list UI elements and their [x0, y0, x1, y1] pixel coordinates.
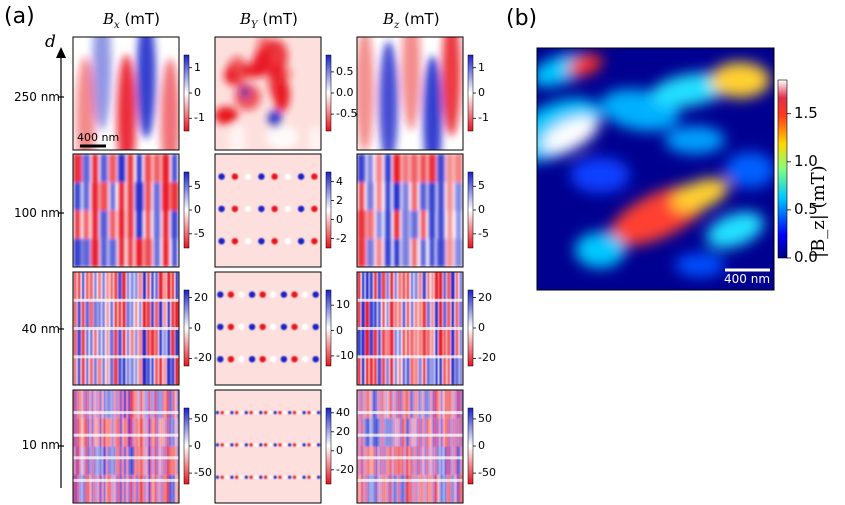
- field-map: [357, 390, 463, 503]
- bz-magnitude-map: [537, 48, 774, 290]
- colorbar: [325, 54, 332, 132]
- column-title-subscript: z: [394, 20, 400, 31]
- colorbar-b-tick-label: 1.0: [794, 151, 818, 170]
- colorbar-tick-label: 20: [478, 290, 492, 304]
- colorbar-tick-label: 0: [478, 86, 485, 99]
- colorbar-tick-label: -50: [194, 466, 212, 480]
- colorbar: [325, 289, 332, 367]
- colorbar-tick-label: 0: [478, 439, 485, 452]
- d-axis-arrow: [56, 47, 66, 58]
- colorbar-tick-label: 0.0: [336, 86, 354, 99]
- colorbar-tick-label: 10: [336, 298, 350, 312]
- field-map: [357, 154, 463, 267]
- colorbar-tick-label: 5: [478, 179, 485, 193]
- column-title-subscript: Y: [251, 20, 258, 31]
- colorbar-tick-label: -1: [478, 111, 489, 125]
- column-title-bz: Bz (mT): [383, 10, 440, 31]
- panel-b-label: (b): [506, 6, 538, 31]
- row-label: 100 nm: [13, 206, 60, 220]
- colorbar: [183, 171, 190, 249]
- column-title-by: BY (mT): [240, 10, 298, 31]
- colorbar-tick-label: 1: [478, 60, 485, 74]
- column-title-subscript: x: [114, 20, 120, 31]
- colorbar-tick-label: 0: [336, 212, 343, 226]
- colorbar-tick-label: 0: [194, 203, 201, 216]
- colorbar-tick-label: 4: [336, 174, 343, 188]
- scalebar-label-b: 400 nm: [724, 272, 771, 286]
- field-map: [73, 154, 179, 267]
- field-map: [73, 37, 179, 150]
- colorbar-tick-label: 0: [336, 323, 343, 337]
- field-map: [357, 37, 463, 150]
- row-label: 40 nm: [21, 322, 60, 336]
- panel-a-label: (a): [4, 4, 35, 29]
- colorbar-b-tick-label: 0.0: [794, 248, 818, 266]
- colorbar: [467, 54, 474, 132]
- column-title-unit: (mT): [124, 10, 160, 28]
- colorbar: [467, 289, 474, 367]
- colorbar-tick-label: 1: [194, 60, 201, 74]
- column-title-unit: (mT): [404, 10, 440, 28]
- colorbar-tick-label: 20: [194, 290, 208, 304]
- colorbar-tick-label: -50: [478, 466, 496, 480]
- colorbar-tick-label: -1: [194, 111, 205, 125]
- field-map: [215, 37, 321, 150]
- colorbar-b: [777, 79, 788, 259]
- row-label: 250 nm: [13, 90, 60, 104]
- column-title-symbol: B: [383, 10, 395, 28]
- colorbar-tick-label: 0.5: [336, 64, 354, 78]
- colorbar-tick-label: 0: [194, 439, 201, 452]
- colorbar-tick-label: 0: [194, 86, 201, 99]
- field-map: [73, 390, 179, 503]
- colorbar-tick-label: 5: [194, 179, 201, 193]
- scalebar-label-a: 400 nm: [77, 131, 120, 144]
- colorbar: [183, 407, 190, 485]
- field-map: [215, 154, 321, 267]
- colorbar-tick-label: 50: [478, 411, 492, 425]
- field-map: [357, 272, 463, 385]
- field-map: [215, 390, 321, 503]
- colorbar: [467, 171, 474, 249]
- colorbar-tick-label: 2: [336, 193, 343, 207]
- colorbar-tick-label: -5: [194, 226, 205, 240]
- colorbar: [325, 407, 332, 485]
- column-title-bx: Bx (mT): [103, 10, 160, 31]
- colorbar-tick-label: -20: [336, 462, 354, 476]
- colorbar-b-tick-label: 0.5: [794, 199, 818, 218]
- field-map: [73, 272, 179, 385]
- colorbar-tick-label: 40: [336, 405, 350, 419]
- colorbar-tick-label: 0: [194, 321, 201, 334]
- colorbar-tick-label: -20: [478, 351, 496, 365]
- colorbar: [325, 171, 332, 249]
- colorbar: [467, 407, 474, 485]
- colorbar-tick-label: 50: [194, 411, 208, 425]
- colorbar-tick-label: -0.5: [336, 107, 358, 121]
- colorbar-tick-label: -5: [478, 226, 489, 240]
- column-title-symbol: B: [103, 10, 115, 28]
- colorbar: [183, 289, 190, 367]
- colorbar-tick-label: 20: [336, 424, 350, 438]
- colorbar-b-tick-label: 1.5: [794, 103, 818, 122]
- colorbar: [183, 54, 190, 132]
- colorbar-tick-label: -10: [336, 348, 354, 362]
- colorbar-tick-label: 0: [336, 443, 343, 457]
- column-title-unit: (mT): [262, 10, 298, 28]
- row-label: 10 nm: [21, 438, 60, 452]
- d-axis-label: d: [45, 32, 56, 52]
- colorbar-tick-label: -20: [194, 351, 212, 365]
- colorbar-tick-label: 0: [478, 203, 485, 216]
- colorbar-tick-label: -2: [336, 231, 347, 245]
- field-map: [215, 272, 321, 385]
- colorbar-tick-label: 0: [478, 321, 485, 334]
- column-title-symbol: B: [240, 10, 252, 28]
